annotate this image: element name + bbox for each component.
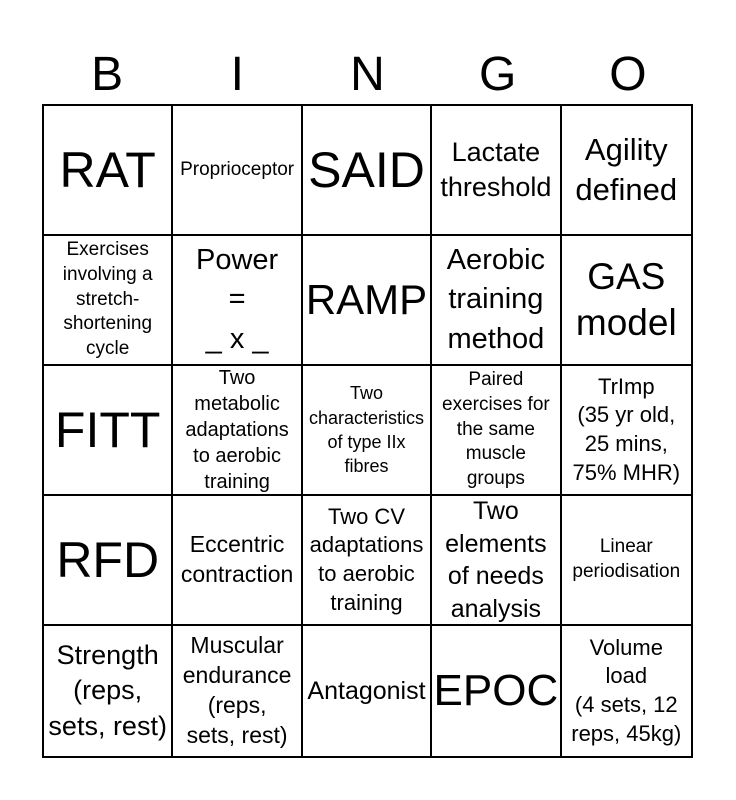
bingo-grid: RAT Proprioceptor SAID Lactate threshold… — [42, 104, 693, 758]
bingo-cell-r3c5[interactable]: TrImp (35 yr old, 25 mins, 75% MHR) — [561, 366, 691, 496]
bingo-cell-r3c1[interactable]: FITT — [44, 366, 174, 496]
bingo-cell-r4c4[interactable]: Two elements of needs analysis — [432, 496, 562, 626]
bingo-cell-r5c1[interactable]: Strength (reps, sets, rest) — [44, 626, 174, 756]
bingo-title-letter-n: N — [350, 48, 385, 101]
bingo-title-letter-g: G — [479, 48, 517, 101]
bingo-title-letter-b: B — [91, 48, 124, 101]
bingo-cell-r4c5[interactable]: Linear periodisation — [561, 496, 691, 626]
bingo-cell-r1c2[interactable]: Proprioceptor — [173, 106, 303, 236]
bingo-cell-r1c1[interactable]: RAT — [44, 106, 174, 236]
bingo-cell-r5c3[interactable]: Antagonist — [302, 626, 433, 756]
bingo-title-letter-o: O — [609, 48, 647, 101]
bingo-cell-r3c3[interactable]: Two characteristics of type IIx fibres — [302, 366, 433, 496]
bingo-cell-r2c1[interactable]: Exercises involving a stretch- shortenin… — [44, 236, 174, 366]
bingo-cell-r1c4[interactable]: Lactate threshold — [432, 106, 562, 236]
bingo-cell-r2c5[interactable]: GAS model — [561, 236, 691, 366]
bingo-cell-r2c2[interactable]: Power = _ x _ — [173, 236, 303, 366]
bingo-title-letter-i: I — [230, 48, 244, 101]
bingo-cell-r5c2[interactable]: Muscular endurance (reps, sets, rest) — [173, 626, 303, 756]
bingo-cell-r4c2[interactable]: Eccentric contraction — [173, 496, 303, 626]
bingo-cell-r4c1[interactable]: RFD — [44, 496, 174, 626]
bingo-cell-r5c5[interactable]: Volume load (4 sets, 12 reps, 45kg) — [561, 626, 691, 756]
bingo-cell-r1c5[interactable]: Agility defined — [561, 106, 691, 236]
bingo-cell-r3c4[interactable]: Paired exercises for the same muscle gro… — [432, 366, 562, 496]
bingo-cell-r2c4[interactable]: Aerobic training method — [432, 236, 562, 366]
bingo-cell-r5c4[interactable]: EPOC — [432, 626, 562, 756]
bingo-cell-r3c2[interactable]: Two metabolic adaptations to aerobic tra… — [173, 366, 303, 496]
bingo-title: B I N G O — [42, 0, 693, 104]
bingo-cell-r1c3[interactable]: SAID — [302, 106, 433, 236]
bingo-cell-r2c3[interactable]: RAMP — [302, 236, 433, 366]
bingo-cell-r4c3[interactable]: Two CV adaptations to aerobic training — [302, 496, 433, 626]
